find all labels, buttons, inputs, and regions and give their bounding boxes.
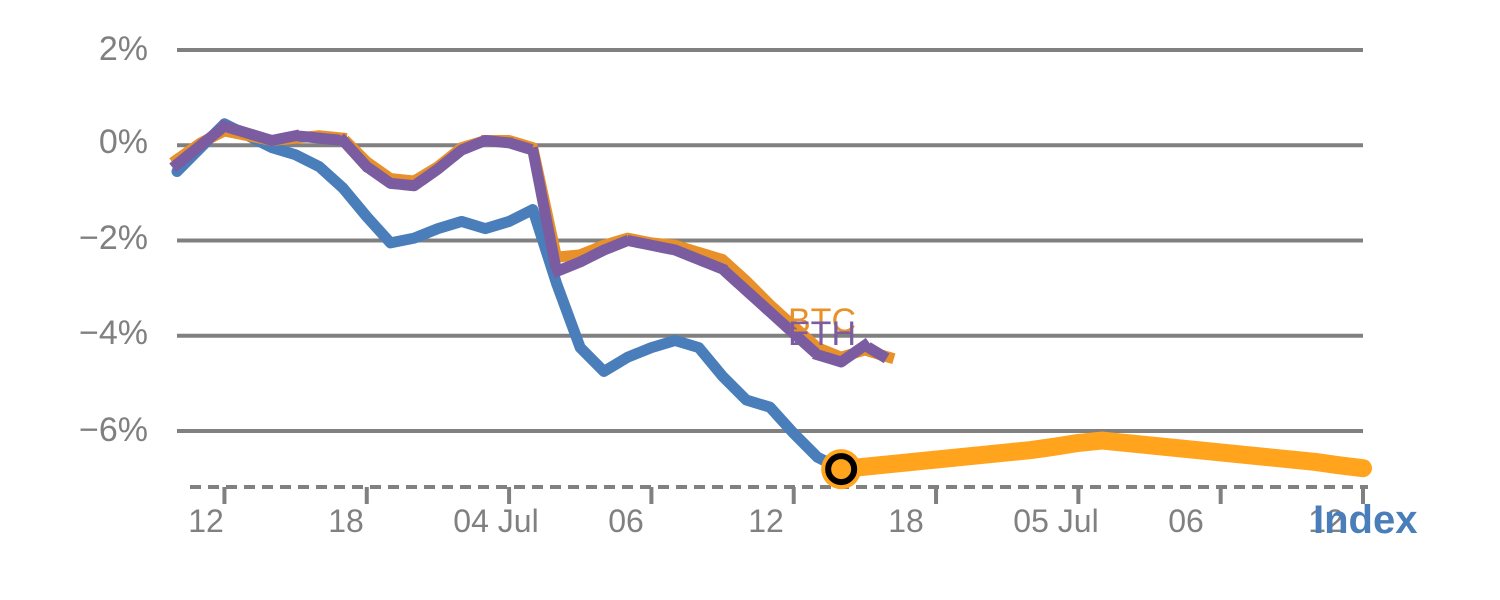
series-label-index: Index [1313,498,1418,542]
x-tick-label-7: 06 [1168,503,1204,539]
series-line-eth [169,120,897,368]
series-line-index [171,118,847,475]
series-label-btc: BTC [788,302,856,340]
series-line-forecast [832,431,1372,479]
x-tick-label-3: 06 [608,503,644,539]
x-axis-ticks [222,487,1365,504]
y-tick-label-3: −4% [79,314,148,352]
x-tick-label-2: 04 Jul [453,503,539,539]
y-tick-label-2: −2% [79,219,148,257]
series-label-eth: ETH [788,315,856,353]
x-tick-label-8: 12 [1308,503,1344,539]
x-tick-label-6: 05 Jul [1013,503,1099,539]
x-tick-label-5: 18 [888,503,924,539]
marker-ring [825,453,858,486]
x-tick-label-4: 12 [748,503,784,539]
y-tick-label-1: 0% [98,123,148,161]
forecast-start-marker[interactable] [821,449,862,490]
y-tick-label-0: 2% [98,30,148,68]
gridlines [177,48,1363,433]
x-tick-label-0: 12 [188,503,224,539]
x-tick-label-1: 18 [328,503,364,539]
y-tick-label-4: −6% [79,411,148,449]
